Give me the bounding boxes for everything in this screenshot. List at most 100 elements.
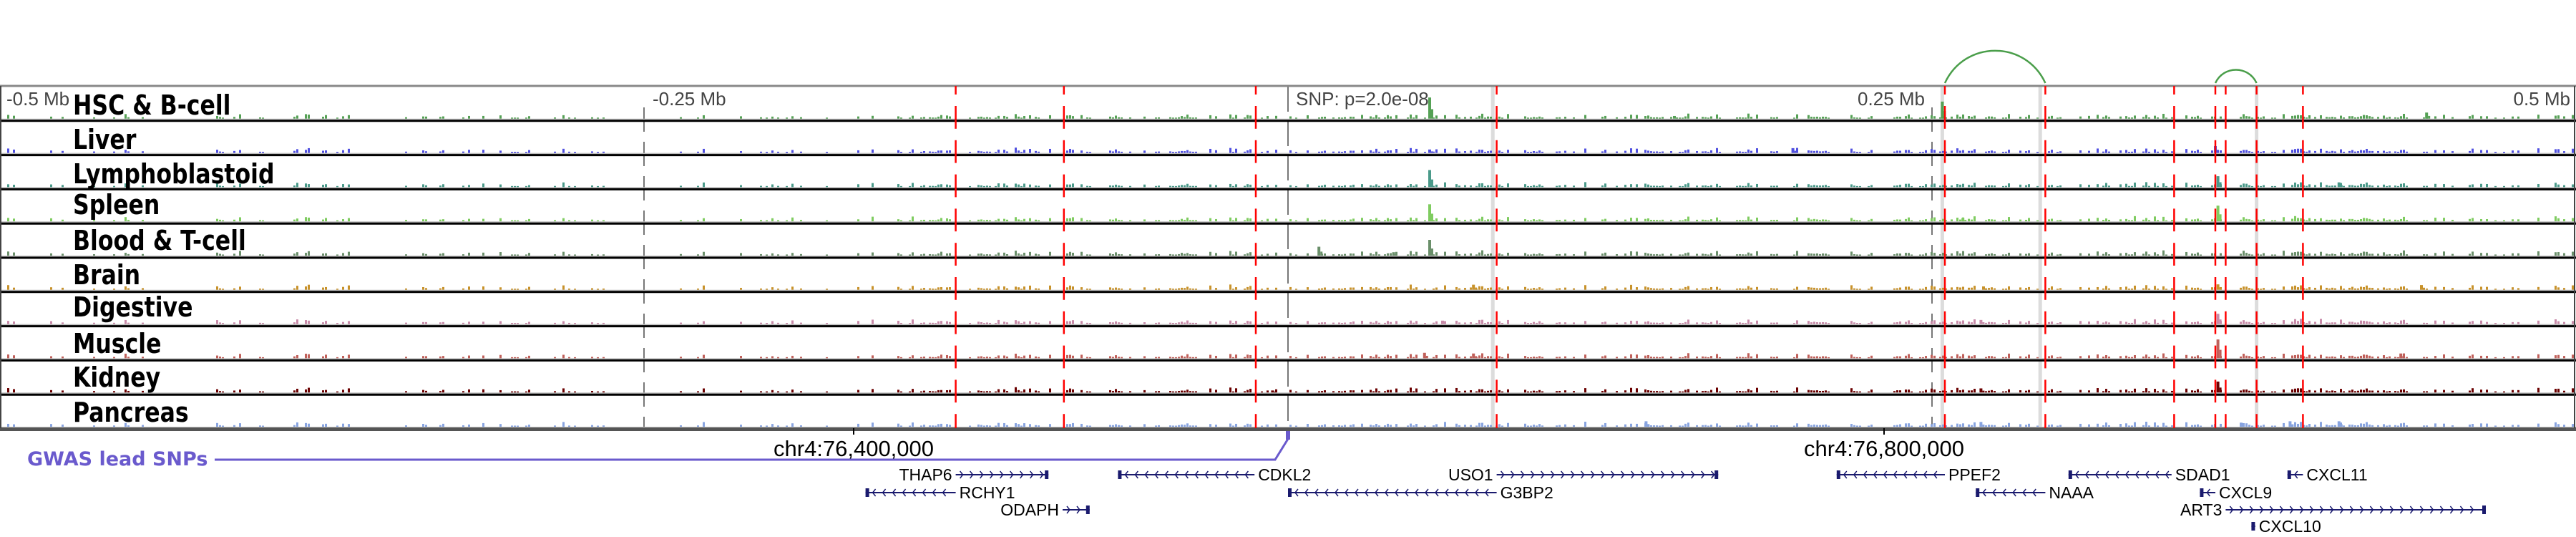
signal-bar bbox=[1172, 289, 1174, 290]
gene-exon bbox=[1085, 505, 1090, 514]
signal-bar bbox=[1295, 152, 1297, 153]
signal-peak bbox=[2216, 284, 2220, 290]
signal-bar bbox=[2257, 253, 2259, 256]
signal-bar bbox=[1169, 117, 1171, 119]
signal-bar bbox=[222, 391, 224, 393]
signal-bar bbox=[1684, 356, 1687, 359]
signal-bar bbox=[1338, 254, 1340, 256]
signal-bar bbox=[1112, 322, 1114, 324]
signal-bar bbox=[2165, 323, 2167, 324]
signal-bar bbox=[929, 322, 931, 324]
signal-bar bbox=[1295, 323, 1297, 324]
signal-bar bbox=[1129, 117, 1131, 119]
signal-bar bbox=[1922, 117, 1924, 119]
signal-bar bbox=[442, 150, 444, 153]
signal-bar bbox=[1707, 185, 1709, 188]
signal-bar bbox=[1155, 117, 1157, 119]
signal-bar bbox=[2572, 218, 2574, 222]
signal-bar bbox=[1985, 220, 1987, 222]
signal-bar bbox=[760, 391, 762, 393]
signal-bar bbox=[857, 184, 859, 188]
signal-bar bbox=[1086, 391, 1088, 393]
signal-bar bbox=[1868, 425, 1870, 427]
signal-bar bbox=[405, 357, 407, 359]
signal-bar bbox=[1338, 220, 1340, 222]
signal-bar bbox=[760, 288, 762, 290]
signal-bar bbox=[1796, 183, 1798, 188]
signal-bar bbox=[1747, 389, 1750, 393]
signal-bar bbox=[1470, 185, 1472, 188]
signal-bar bbox=[2294, 115, 2296, 119]
signal-bar bbox=[2383, 150, 2385, 153]
signal-bar bbox=[1896, 185, 1898, 188]
signal-bar bbox=[1951, 116, 1953, 119]
signal-bar bbox=[1372, 151, 1375, 153]
signal-bar bbox=[2142, 117, 2145, 119]
signal-bar bbox=[740, 151, 742, 153]
signal-bar bbox=[1498, 321, 1501, 324]
signal-bar bbox=[1662, 117, 1664, 119]
signal-bar bbox=[2002, 289, 2004, 290]
signal-bar bbox=[322, 424, 324, 427]
signal-bar bbox=[2297, 218, 2299, 222]
gwas-lead-snps-label: GWAS lead SNPs bbox=[27, 448, 208, 470]
signal-peak bbox=[1441, 320, 1444, 324]
signal-bar bbox=[2469, 321, 2471, 324]
signal-bar bbox=[1604, 183, 1606, 188]
signal-bar bbox=[857, 321, 859, 324]
signal-bar bbox=[1181, 424, 1183, 427]
signal-bar bbox=[2306, 117, 2308, 119]
signal-bar bbox=[1742, 151, 1744, 153]
signal-bar bbox=[1501, 254, 1503, 256]
signal-bar bbox=[2257, 425, 2259, 427]
signal-bar bbox=[697, 391, 699, 393]
signal-bar bbox=[1066, 321, 1068, 324]
strand-chevron-icon bbox=[1204, 470, 1209, 479]
signal-bar bbox=[113, 254, 115, 256]
signal-bar bbox=[325, 184, 327, 188]
signal-peak bbox=[2216, 176, 2220, 188]
signal-bar bbox=[2036, 357, 2039, 359]
strand-chevron-icon bbox=[1415, 488, 1419, 497]
signal-bar bbox=[986, 220, 988, 222]
signal-bar bbox=[2200, 425, 2202, 427]
signal-bar bbox=[2512, 253, 2514, 256]
signal-bar bbox=[2119, 219, 2122, 222]
signal-bar bbox=[909, 391, 911, 393]
signal-bar bbox=[2343, 220, 2345, 222]
signal-bar bbox=[2563, 390, 2565, 393]
signal-bar bbox=[1773, 357, 1775, 359]
signal-bar bbox=[1536, 254, 1538, 256]
signal-bar bbox=[2486, 355, 2488, 359]
signal-bar bbox=[1716, 147, 1718, 153]
signal-bar bbox=[511, 391, 513, 393]
signal-bar bbox=[2119, 253, 2122, 256]
signal-bar bbox=[2008, 353, 2010, 359]
signal-bar bbox=[1307, 321, 1309, 324]
signal-bar bbox=[1933, 253, 1936, 256]
signal-bar bbox=[2555, 252, 2557, 256]
signal-bar bbox=[2403, 183, 2405, 188]
signal-bar bbox=[7, 115, 9, 119]
signal-bar bbox=[1807, 286, 1810, 290]
signal-bar bbox=[1484, 254, 1486, 256]
signal-bar bbox=[2403, 150, 2405, 153]
signal-bar bbox=[342, 356, 344, 359]
signal-bar bbox=[2326, 356, 2328, 359]
signal-bar bbox=[2320, 388, 2322, 393]
signal-bar bbox=[1507, 319, 1509, 324]
signal-bar bbox=[2469, 355, 2471, 359]
signal-bar bbox=[1584, 115, 1586, 119]
signal-bar bbox=[568, 289, 570, 290]
signal-bar bbox=[13, 218, 15, 222]
signal-bar bbox=[127, 357, 130, 359]
signal-bar bbox=[1956, 354, 1958, 359]
signal-bar bbox=[1415, 321, 1418, 324]
signal-bar bbox=[1498, 253, 1501, 256]
signal-bar bbox=[1816, 322, 1818, 324]
signal-bar bbox=[2557, 115, 2560, 119]
signal-bar bbox=[1295, 289, 1297, 290]
signal-bar bbox=[2134, 252, 2136, 256]
signal-bar bbox=[511, 185, 513, 188]
signal-bar bbox=[2105, 286, 2107, 290]
